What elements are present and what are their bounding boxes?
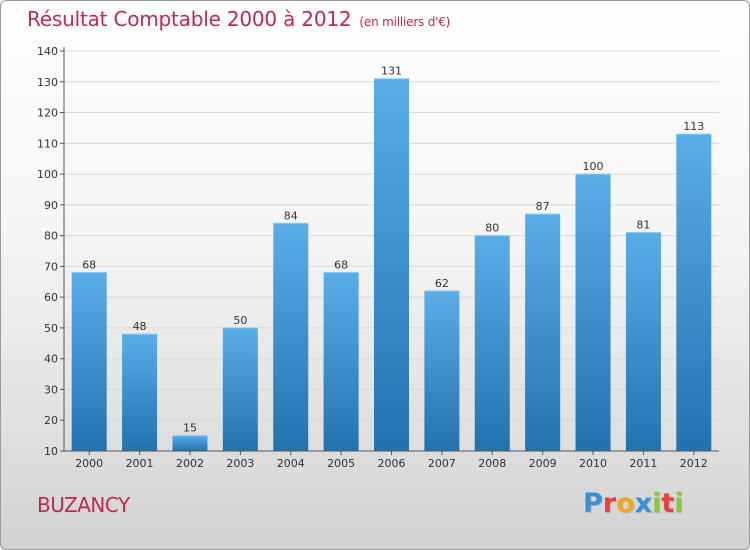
logo-letter: x xyxy=(634,488,653,519)
x-tick-label: 2007 xyxy=(428,457,456,470)
x-tick-label: 2008 xyxy=(478,457,506,470)
x-tick-label: 2009 xyxy=(529,457,557,470)
bar-2000 xyxy=(71,272,107,451)
logo-letter: i xyxy=(652,488,662,519)
x-tick-label: 2003 xyxy=(226,457,254,470)
town-name: BUZANCY xyxy=(37,493,130,517)
bar-2001 xyxy=(122,334,158,451)
x-tick-label: 2011 xyxy=(629,457,657,470)
bar-value-label: 48 xyxy=(133,320,147,333)
bar-2011 xyxy=(625,232,661,451)
proxiti-logo: Proxiti xyxy=(583,488,684,519)
x-tick-label: 2006 xyxy=(378,457,406,470)
bar-2003 xyxy=(222,327,258,451)
bar-2009 xyxy=(525,214,561,451)
bar-value-label: 62 xyxy=(435,277,449,290)
logo-letter: o xyxy=(616,488,635,519)
bar-2012 xyxy=(676,134,712,452)
y-tick-label: 10 xyxy=(44,445,58,458)
logo-letter: P xyxy=(583,488,603,519)
logo-letter: i xyxy=(674,488,684,519)
bar-2010 xyxy=(575,174,611,452)
y-tick-label: 120 xyxy=(37,107,58,120)
bar-value-label: 50 xyxy=(233,314,247,327)
y-tick-label: 80 xyxy=(44,230,58,243)
bar-2005 xyxy=(323,272,359,451)
x-tick-label: 2012 xyxy=(680,457,708,470)
bar-value-label: 84 xyxy=(284,209,298,222)
bar-2006 xyxy=(374,78,409,451)
logo-letter: r xyxy=(602,488,617,519)
bar-value-label: 15 xyxy=(183,422,197,435)
chart-subtitle: (en milliers d'€) xyxy=(359,15,451,29)
bar-2002 xyxy=(172,435,208,451)
y-tick-label: 130 xyxy=(37,76,58,89)
bar-value-label: 80 xyxy=(485,222,499,235)
y-tick-label: 50 xyxy=(44,322,58,335)
y-tick-label: 70 xyxy=(44,260,58,273)
bar-value-label: 68 xyxy=(82,259,96,272)
bar-value-label: 113 xyxy=(683,120,704,133)
bar-value-label: 87 xyxy=(536,200,550,213)
y-tick-label: 60 xyxy=(44,291,58,304)
logo-letter: t xyxy=(661,488,675,519)
bar-value-label: 68 xyxy=(334,259,348,272)
y-tick-label: 90 xyxy=(44,199,58,212)
bar-value-label: 100 xyxy=(583,160,604,173)
bar-2004 xyxy=(273,223,309,451)
y-tick-label: 140 xyxy=(37,45,58,58)
x-tick-label: 2010 xyxy=(579,457,607,470)
chart-title: Résultat Comptable 2000 à 2012 (en millie… xyxy=(27,7,451,31)
bar-value-label: 131 xyxy=(381,65,402,78)
y-tick-label: 40 xyxy=(44,353,58,366)
x-tick-label: 2004 xyxy=(277,457,305,470)
x-tick-label: 2001 xyxy=(126,457,154,470)
x-tick-label: 2000 xyxy=(75,457,103,470)
y-tick-label: 20 xyxy=(44,414,58,427)
y-tick-label: 30 xyxy=(44,383,58,396)
x-tick-label: 2005 xyxy=(327,457,355,470)
bar-value-label: 81 xyxy=(636,219,650,232)
bar-2007 xyxy=(424,291,460,451)
x-tick-label: 2002 xyxy=(176,457,204,470)
y-tick-label: 110 xyxy=(37,137,58,150)
bar-2008 xyxy=(474,235,510,451)
y-tick-label: 100 xyxy=(37,168,58,181)
